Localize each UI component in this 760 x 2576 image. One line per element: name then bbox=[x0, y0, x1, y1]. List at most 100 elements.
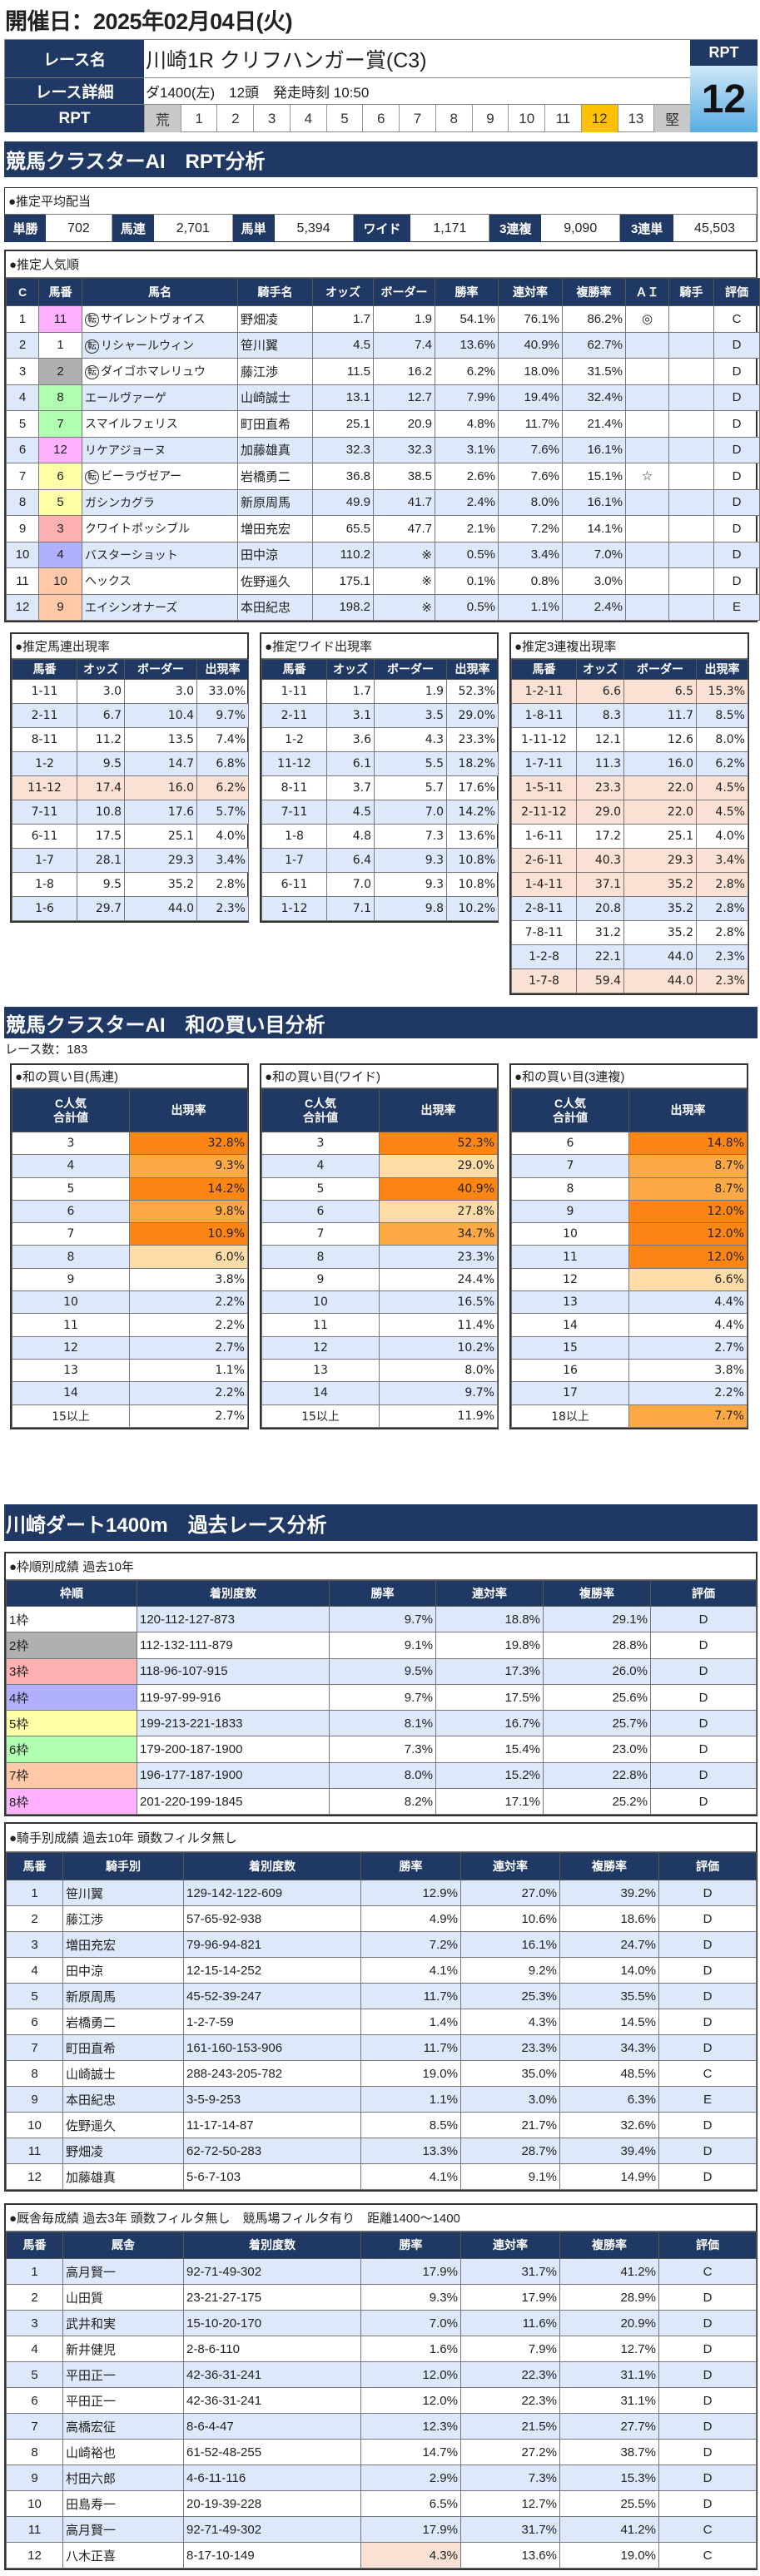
table-row: 4 8 エールヴァーゲ 山崎誠士 13.1 12.7 7.9% 19.4% 32.4% D bbox=[6, 384, 760, 411]
table-cell: 2.4% bbox=[562, 593, 626, 621]
table-cell: 15以上 bbox=[12, 1404, 130, 1428]
table-row: 7枠 196-177-187-1900 8.0% 15.2% 22.8% D bbox=[6, 1761, 757, 1790]
table-cell: 20.9% bbox=[559, 2310, 659, 2336]
table-cell: 6.4 bbox=[326, 848, 375, 873]
payout-label: 単勝 bbox=[5, 215, 46, 242]
horse-name: リケアジョーヌ bbox=[85, 443, 166, 457]
table-cell: 1.7 bbox=[326, 679, 375, 704]
table-cell: 22.1 bbox=[576, 944, 624, 969]
rpt-scale: 荒 1 2 3 4 5 6 7 8 9 10 11 12 13 堅 bbox=[144, 105, 691, 132]
table-row: 5 14.2% bbox=[12, 1177, 248, 1201]
table-cell: 1-8 bbox=[261, 824, 327, 849]
table-cell: 2.2% bbox=[129, 1290, 248, 1315]
table-cell: 7 bbox=[6, 463, 39, 490]
column-header: 出現率 bbox=[696, 659, 748, 680]
column-header: ボーダー bbox=[374, 659, 447, 680]
table-cell: 3.0 bbox=[77, 679, 125, 704]
table-cell: 5.7 bbox=[374, 775, 447, 800]
table-cell: 25.1 bbox=[623, 824, 697, 849]
table-cell bbox=[668, 488, 714, 516]
table-cell: 8.0% bbox=[696, 727, 748, 752]
table-cell bbox=[668, 463, 714, 490]
table-cell: 179-200-187-1900 bbox=[137, 1736, 330, 1763]
table-cell bbox=[625, 515, 669, 542]
table-cell: C bbox=[658, 2542, 757, 2569]
table-cell: 6 bbox=[261, 1199, 380, 1224]
jockey-caption: ●騎手別成績 過去10年 頭数フィルタ無し bbox=[6, 1824, 756, 1852]
table-cell: 14 bbox=[511, 1313, 629, 1337]
table-cell: 10.8 bbox=[77, 800, 125, 825]
table-cell: 8.0% bbox=[329, 1761, 436, 1790]
table-cell: 23.3 bbox=[576, 775, 624, 800]
table-cell: 1-6 bbox=[12, 896, 77, 921]
table-cell: 33.0% bbox=[196, 679, 249, 704]
table-cell: 0.1% bbox=[435, 567, 499, 595]
table-cell: 11 bbox=[6, 2138, 63, 2164]
kazu-analysis-title: 競馬クラスターAI 和の買い目分析 bbox=[4, 1007, 758, 1038]
table-cell: 25.2% bbox=[543, 1788, 651, 1816]
table-cell: 65.5 bbox=[312, 515, 374, 542]
umaren-table: 馬番 オッズ ボーダー 出現率 1-11 3.0 3.0 33.0% 2-11 6.7 10.4 9.… bbox=[12, 659, 249, 921]
table-cell: 47.7 bbox=[373, 515, 435, 542]
table-cell: 2-11 bbox=[12, 703, 77, 728]
table-cell: 18.6% bbox=[559, 1905, 659, 1932]
table-cell: 18.8% bbox=[435, 1605, 544, 1633]
column-header: オッズ bbox=[77, 659, 125, 680]
table-cell: 3.7 bbox=[326, 775, 375, 800]
table-cell: 0.5% bbox=[435, 541, 499, 568]
table-cell: 9 bbox=[6, 515, 39, 542]
table-cell: 12.0% bbox=[360, 2387, 461, 2414]
table-cell: 12 bbox=[261, 1335, 380, 1360]
table-cell: 1-7 bbox=[12, 848, 77, 873]
column-header: 評価 bbox=[650, 1580, 757, 1607]
table-cell: 41.7 bbox=[373, 488, 435, 516]
table-cell: 4 bbox=[38, 541, 82, 568]
table-row: 9 3 クワイトポッシブル 増田充宏 65.5 47.7 2.1% 7.2% 14.1% D bbox=[6, 515, 760, 542]
table-cell: 3 bbox=[6, 358, 39, 385]
table-row: 17 2.2% bbox=[511, 1381, 748, 1405]
table-cell: 19.4% bbox=[498, 384, 563, 411]
table-cell: 転サイレントヴォイス bbox=[82, 305, 238, 333]
horse-name: エイシンオナーズ bbox=[85, 600, 178, 614]
rpt-scale-cell: 10 bbox=[508, 105, 544, 132]
table-row: 11-12 17.4 16.0 6.2% bbox=[12, 775, 249, 800]
table-row: 6-11 17.5 25.1 4.0% bbox=[12, 824, 249, 849]
table-cell: 19.0% bbox=[360, 2060, 461, 2087]
rpt-scale-label: RPT bbox=[5, 105, 144, 132]
table-cell: 2 bbox=[6, 1905, 63, 1932]
table-row: 11-12 6.1 5.5 18.2% bbox=[261, 751, 499, 776]
table-cell: D bbox=[713, 384, 760, 411]
table-cell: 24.4% bbox=[379, 1267, 498, 1292]
jockey-stats-box: ●騎手別成績 過去10年 頭数フィルタ無し 馬番 騎手別 着別度数 勝率 連対率 複勝率評… bbox=[4, 1822, 758, 2192]
table-cell: 2枠 bbox=[6, 1632, 137, 1659]
table-cell: D bbox=[650, 1632, 757, 1659]
table-cell: 9.2% bbox=[460, 1957, 560, 1984]
table-cell: 5枠 bbox=[6, 1710, 137, 1737]
table-row: 2-11 6.7 10.4 9.7% bbox=[12, 703, 249, 728]
table-row: 8 山崎誠士 288-243-205-782 19.0% 35.0% 48.5% C bbox=[6, 2060, 757, 2087]
table-cell: 25.5% bbox=[559, 2490, 659, 2517]
table-cell: 22.0 bbox=[623, 800, 697, 825]
table-cell: 0.8% bbox=[498, 567, 563, 595]
horse-name: クワイトポッシブル bbox=[85, 522, 190, 536]
table-cell: 田島寿一 bbox=[62, 2490, 184, 2517]
table-cell: 25.3% bbox=[460, 1983, 560, 2009]
table-cell: 1-2-11 bbox=[511, 679, 577, 704]
table-cell: 7.2% bbox=[360, 1931, 461, 1958]
table-cell: 6 bbox=[6, 436, 39, 463]
table-cell: 6 bbox=[38, 463, 82, 490]
table-cell: 4枠 bbox=[6, 1683, 137, 1712]
table-cell: 16.1% bbox=[460, 1931, 560, 1958]
table-row: 2-11 3.1 3.5 29.0% bbox=[261, 703, 499, 728]
table-cell bbox=[668, 331, 714, 359]
table-cell: 39.4% bbox=[559, 2138, 659, 2164]
table-row: 4 田中涼 12-15-14-252 4.1% 9.2% 14.0% D bbox=[6, 1957, 757, 1984]
table-cell: 17.9% bbox=[460, 2284, 560, 2311]
table-cell: D bbox=[658, 2112, 757, 2138]
table-row: 4 29.0% bbox=[261, 1154, 498, 1178]
table-cell: 5.7% bbox=[196, 800, 249, 825]
table-cell: 29.0% bbox=[446, 703, 499, 728]
table-cell: D bbox=[650, 1605, 757, 1633]
table-cell: 22.3% bbox=[460, 2361, 560, 2388]
horse-name: ガシンカグラ bbox=[85, 495, 155, 509]
